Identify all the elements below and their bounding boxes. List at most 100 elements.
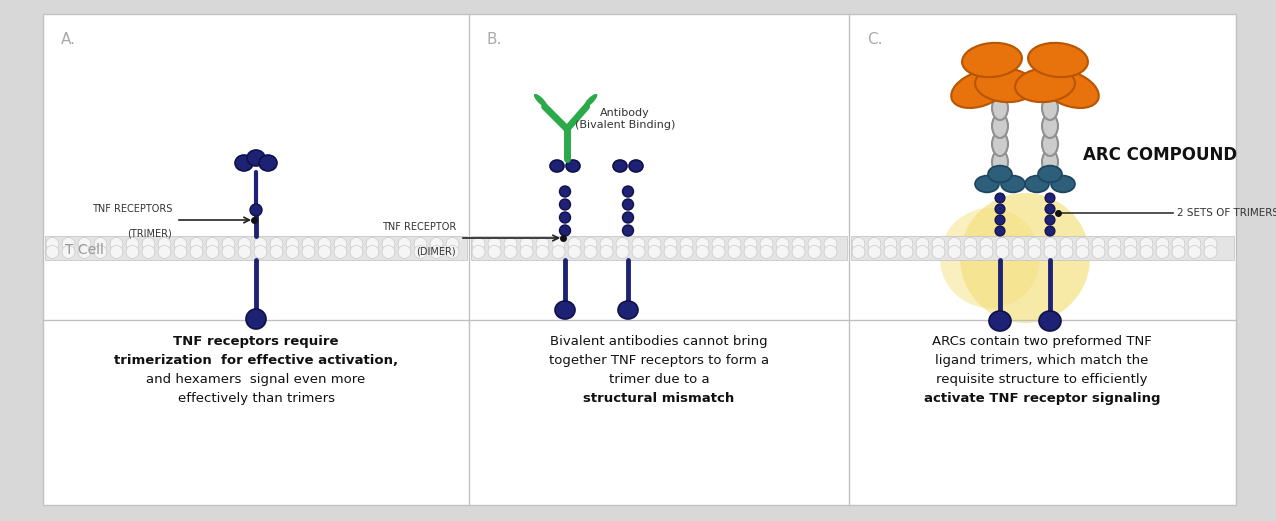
Circle shape [931,245,946,258]
Circle shape [1092,245,1105,258]
Circle shape [997,72,1004,80]
Circle shape [472,238,485,251]
Circle shape [46,245,59,258]
Circle shape [318,245,330,258]
Circle shape [553,245,565,258]
Ellipse shape [1045,226,1055,236]
Circle shape [94,238,107,251]
Circle shape [884,245,897,258]
Ellipse shape [1016,68,1074,102]
Ellipse shape [951,70,1009,108]
Ellipse shape [1028,43,1088,77]
Circle shape [963,245,977,258]
Circle shape [960,193,1090,323]
Circle shape [1060,238,1073,251]
Ellipse shape [988,166,1012,182]
Circle shape [852,245,865,258]
Ellipse shape [1037,166,1062,182]
Circle shape [1188,245,1201,258]
Ellipse shape [1045,204,1055,214]
Circle shape [916,245,929,258]
Circle shape [824,245,837,258]
Circle shape [868,245,880,258]
Circle shape [695,245,709,258]
Circle shape [680,245,693,258]
Circle shape [916,238,929,251]
Circle shape [110,238,122,251]
Circle shape [94,245,107,258]
Text: effectively than trimers: effectively than trimers [177,392,334,405]
Circle shape [948,245,961,258]
Circle shape [110,245,122,258]
Circle shape [568,238,581,251]
Circle shape [487,245,501,258]
Circle shape [600,238,612,251]
Circle shape [504,245,517,258]
Ellipse shape [1042,114,1058,138]
Circle shape [980,238,993,251]
Circle shape [126,238,139,251]
Text: TNF RECEPTORS: TNF RECEPTORS [92,204,172,214]
Circle shape [1076,238,1088,251]
Ellipse shape [991,96,1008,120]
Circle shape [286,238,299,251]
Circle shape [413,238,427,251]
Circle shape [366,245,379,258]
Text: 2 SETS OF TRIMERS: 2 SETS OF TRIMERS [1176,208,1276,218]
Circle shape [366,238,379,251]
Circle shape [63,238,75,251]
Circle shape [712,238,725,251]
Ellipse shape [1041,70,1099,108]
Ellipse shape [629,160,643,172]
Circle shape [1046,72,1054,80]
Circle shape [776,238,789,251]
Circle shape [472,245,485,258]
Circle shape [239,238,251,251]
Ellipse shape [555,301,575,319]
Ellipse shape [1042,96,1058,120]
Circle shape [487,238,501,251]
Circle shape [1092,238,1105,251]
Circle shape [286,245,299,258]
Circle shape [350,245,362,258]
Ellipse shape [559,225,570,236]
Circle shape [931,238,946,251]
Ellipse shape [1045,193,1055,203]
Text: activate TNF receptor signaling: activate TNF receptor signaling [924,392,1160,405]
Circle shape [302,245,315,258]
Circle shape [760,238,773,251]
Circle shape [1028,245,1041,258]
Text: together TNF receptors to form a: together TNF receptors to form a [549,354,769,367]
Circle shape [1205,238,1217,251]
Bar [851,236,1234,260]
Circle shape [318,238,330,251]
Circle shape [744,245,757,258]
Circle shape [63,245,75,258]
Text: requisite structure to efficiently: requisite structure to efficiently [937,373,1147,386]
Circle shape [1044,238,1057,251]
Circle shape [174,245,188,258]
Circle shape [190,238,203,251]
Circle shape [1124,238,1137,251]
Circle shape [600,245,612,258]
Text: (TRIMER): (TRIMER) [128,228,172,238]
Circle shape [997,245,1009,258]
Text: A.: A. [61,32,77,47]
Text: (DIMER): (DIMER) [416,246,456,256]
Circle shape [808,238,820,251]
Circle shape [271,238,283,251]
Circle shape [648,245,661,258]
Circle shape [271,245,283,258]
Circle shape [900,238,914,251]
Text: Bivalent antibodies cannot bring: Bivalent antibodies cannot bring [550,335,768,348]
Circle shape [239,245,251,258]
Ellipse shape [995,204,1005,214]
Circle shape [1139,238,1154,251]
Circle shape [536,245,549,258]
Circle shape [254,245,267,258]
Circle shape [1139,245,1154,258]
Ellipse shape [559,186,570,197]
Circle shape [729,245,741,258]
Ellipse shape [991,114,1008,138]
Ellipse shape [612,160,627,172]
